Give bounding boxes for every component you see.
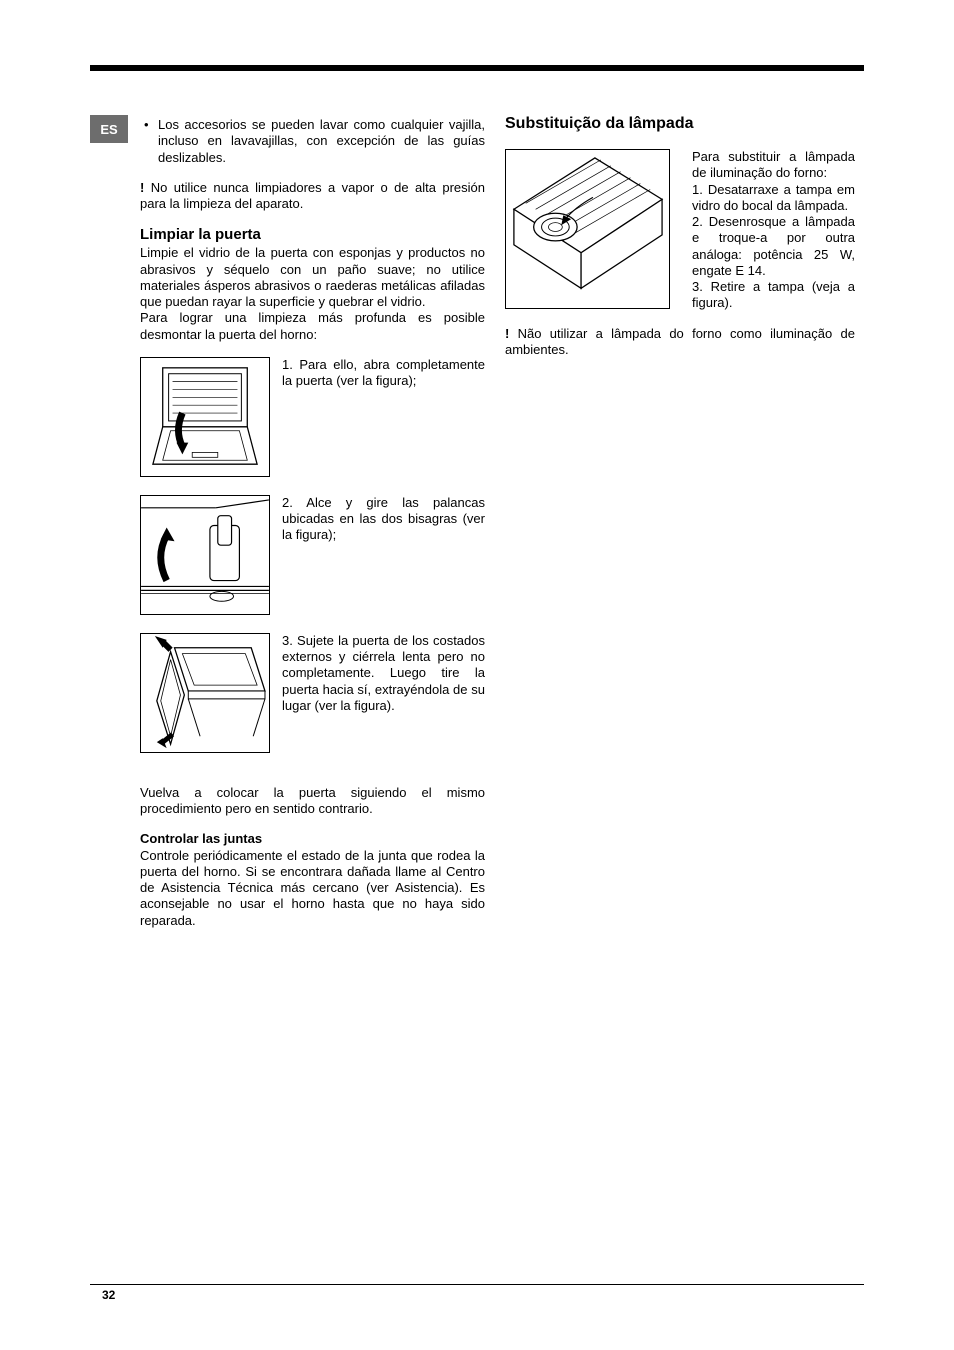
lamp-warning: ! Não utilizar a lâmpada do forno como i… [505,326,855,359]
controlar-body: Controle periódicamente el estado de la … [140,848,485,929]
lamp-warning-text: Não utilizar a lâmpada do forno como ilu… [505,326,855,357]
vapor-warning-text: No utilice nunca limpiadores a vapor o d… [140,180,485,211]
lamp-text: Para substituir a lâmpada de iluminação … [692,149,855,312]
step2-row: 2. Alce y gire las palancas ubicadas en … [140,495,485,615]
right-column: Substituição da lâmpada Para substituir [505,115,855,358]
step2-text: 2. Alce y gire las palancas ubicadas en … [282,495,485,544]
step2-figure [140,495,270,615]
step1-figure [140,357,270,477]
step3-text: 3. Sujete la puerta de los costados exte… [282,633,485,714]
substituicao-heading: Substituição da lâmpada [505,115,855,133]
footer: 32 [90,1284,864,1302]
controlar-heading: Controlar las juntas [140,831,485,847]
limpiar-heading: Limpiar la puerta [140,226,485,243]
step3-figure [140,633,270,753]
language-tab: ES [90,115,128,143]
page-number: 32 [102,1288,864,1302]
left-column: Los accesorios se pueden lavar como cual… [140,115,485,929]
vuelva-text: Vuelva a colocar la puerta siguiendo el … [140,785,485,818]
limpiar-body2: Para lograr una limpieza más profunda es… [140,310,485,343]
step1-row: 1. Para ello, abra completamente la puer… [140,357,485,477]
vapor-warning: ! No utilice nunca limpiadores a vapor o… [140,180,485,213]
accessories-bullet: Los accesorios se pueden lavar como cual… [140,117,485,166]
lamp-figure [505,149,670,309]
header-rule [90,65,864,71]
step3-row: 3. Sujete la puerta de los costados exte… [140,633,485,753]
limpiar-body: Limpie el vidrio de la puerta con esponj… [140,245,485,310]
step1-text: 1. Para ello, abra completamente la puer… [282,357,485,390]
